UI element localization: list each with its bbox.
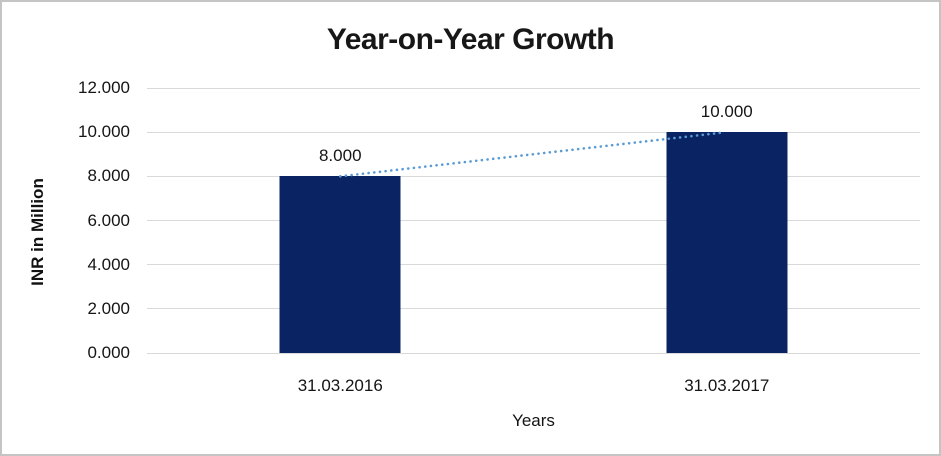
bar-value-label: 10.000	[700, 102, 753, 122]
gridline	[147, 131, 920, 133]
y-tick-label: 0.000	[87, 343, 130, 362]
chart-title: Year-on-Year Growth	[326, 23, 615, 56]
y-tick-label: 10.000	[78, 122, 130, 142]
trendline	[338, 131, 724, 178]
x-axis-title: Years	[512, 411, 555, 430]
y-tick-label: 2.000	[87, 298, 130, 318]
bar-value-label: 8.000	[318, 146, 362, 166]
gridline	[147, 352, 920, 354]
y-tick-label: 6.000	[87, 210, 130, 230]
plot-area: 8.000 10.000	[147, 87, 920, 354]
y-tick-label: 12.000	[78, 78, 130, 97]
bar	[279, 176, 401, 353]
gridline	[147, 220, 920, 221]
y-axis-tick-labels: 12.000 10.000 8.000 6.000 4.000 2.000 0.000	[2, 78, 130, 362]
gridline	[147, 308, 920, 310]
bar	[666, 132, 788, 353]
gridline	[147, 87, 920, 89]
x-tick-label: 31.03.2016	[297, 376, 383, 395]
gridline	[147, 264, 920, 266]
y-tick-label: 4.000	[87, 254, 130, 274]
x-axis-tick-labels: 31.03.2016 31.03.2017	[147, 376, 920, 396]
y-tick-label: 8.000	[87, 166, 130, 186]
gridline	[147, 175, 920, 177]
x-tick-label: 31.03.2017	[684, 376, 770, 395]
